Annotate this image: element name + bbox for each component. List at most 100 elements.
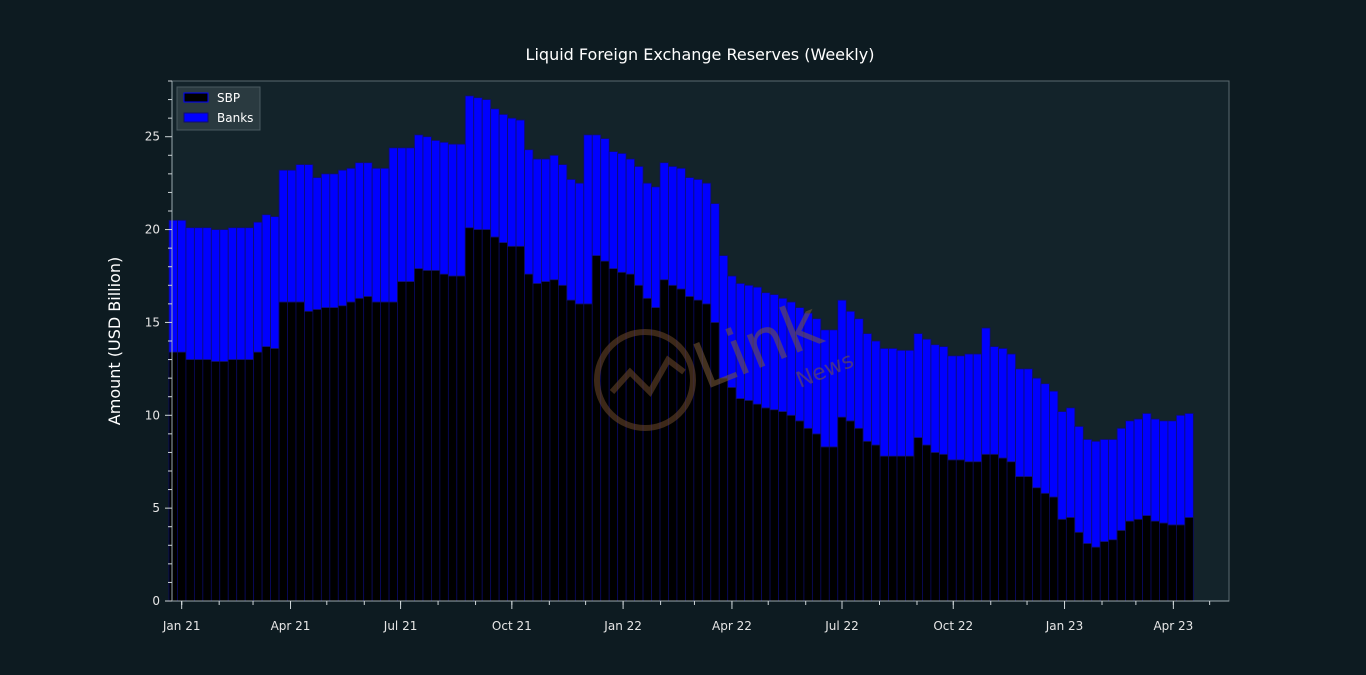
legend: SBP Banks (176, 86, 261, 131)
bar-banks (414, 134, 424, 269)
bar-sbp (431, 270, 441, 602)
bar-sbp (473, 229, 483, 602)
x-tick-label: Jul 22 (824, 619, 859, 633)
bar-sbp (642, 297, 652, 602)
bar-sbp (532, 283, 542, 602)
bar-sbp (879, 455, 889, 602)
bar-banks (507, 117, 517, 247)
bar-banks (481, 99, 492, 230)
bar-sbp (524, 273, 534, 602)
y-ticks: 0 5 10 15 20 25 (145, 80, 172, 608)
bar-banks (193, 227, 204, 360)
bar-sbp (1175, 524, 1186, 602)
bar-banks (1057, 411, 1067, 520)
bar-banks (676, 167, 686, 290)
bar-banks (270, 216, 280, 349)
bar-banks (583, 134, 593, 305)
bar-sbp (498, 242, 509, 602)
x-tick-label: Jul 21 (383, 619, 418, 633)
bar-sbp (930, 452, 940, 602)
bar-banks (668, 166, 678, 286)
bar-banks (1040, 383, 1050, 494)
y-tick-label: 0 (152, 594, 160, 608)
x-tick-label: Jan 21 (162, 619, 201, 633)
bar-sbp (811, 433, 822, 602)
bar-sbp (583, 303, 593, 602)
bar-banks (219, 229, 229, 362)
bar-banks (287, 169, 297, 303)
bar-sbp (600, 260, 610, 602)
bar-sbp (896, 455, 906, 602)
bar-banks (600, 138, 610, 262)
bar-banks (397, 147, 407, 282)
bar-sbp (947, 459, 957, 602)
chart-title: Liquid Foreign Exchange Reserves (Weekly… (526, 45, 875, 64)
bar-sbp (752, 403, 762, 602)
bar-banks (1023, 368, 1033, 477)
bar-sbp (905, 455, 915, 602)
bar-sbp (845, 420, 856, 602)
bar-sbp (803, 427, 813, 602)
bar-banks (557, 164, 568, 286)
bar-sbp (380, 301, 390, 602)
bar-sbp (1040, 492, 1050, 602)
bar-banks (1184, 413, 1194, 518)
bar-banks (651, 186, 661, 308)
bar-banks (422, 136, 432, 271)
bar-sbp (1150, 520, 1160, 602)
bar-banks (185, 227, 195, 360)
legend-swatch-sbp (183, 92, 209, 103)
bar-banks (684, 177, 695, 297)
bar-sbp (1159, 522, 1169, 602)
x-tick-label: Oct 22 (933, 619, 973, 633)
bar-sbp (938, 453, 949, 602)
bar-banks (202, 227, 212, 360)
bar-sbp (456, 275, 466, 602)
bar-sbp (1184, 517, 1194, 602)
bar-sbp (388, 301, 398, 602)
bar-sbp (989, 453, 1000, 602)
bar-sbp (193, 359, 204, 602)
bar-sbp (718, 377, 729, 602)
bar-sbp (177, 351, 187, 602)
bar-banks (989, 346, 1000, 455)
y-tick-label: 10 (145, 408, 160, 422)
bar-sbp (1049, 496, 1059, 602)
bar-sbp (1074, 531, 1084, 602)
bar-sbp (998, 457, 1008, 602)
bar-banks (1142, 413, 1152, 516)
bar-banks (1099, 439, 1110, 542)
bar-banks (608, 151, 619, 269)
y-tick-label: 5 (152, 501, 160, 515)
bar-sbp (515, 245, 525, 602)
bar-sbp (227, 359, 238, 602)
bar-sbp (1091, 546, 1101, 602)
bar-sbp (608, 268, 619, 602)
bar-banks (1091, 440, 1101, 548)
x-tick-label: Apr 21 (271, 619, 311, 633)
bar-banks (541, 158, 551, 282)
y-axis-label: Amount (USD Billion) (105, 257, 124, 425)
bar-sbp (786, 414, 796, 602)
bar-banks (574, 182, 585, 305)
bar-sbp (955, 459, 966, 602)
bar-sbp (888, 455, 898, 602)
bar-sbp (1023, 476, 1033, 602)
bar-sbp (329, 307, 339, 602)
bar-banks (295, 164, 305, 303)
bar-banks (515, 119, 525, 247)
bar-sbp (481, 229, 492, 602)
bar-banks (1133, 418, 1143, 520)
bar-banks (1175, 414, 1186, 526)
bar-sbp (761, 407, 771, 602)
bar-sbp (507, 245, 517, 602)
bar-banks (913, 333, 923, 438)
bar-sbp (854, 427, 864, 602)
bar-banks (498, 114, 509, 243)
bar-banks (896, 349, 906, 457)
bar-banks (346, 167, 356, 303)
bar-sbp (422, 270, 432, 602)
bar-banks (405, 147, 415, 282)
bar-banks (431, 140, 441, 271)
bar-sbp (295, 301, 305, 602)
